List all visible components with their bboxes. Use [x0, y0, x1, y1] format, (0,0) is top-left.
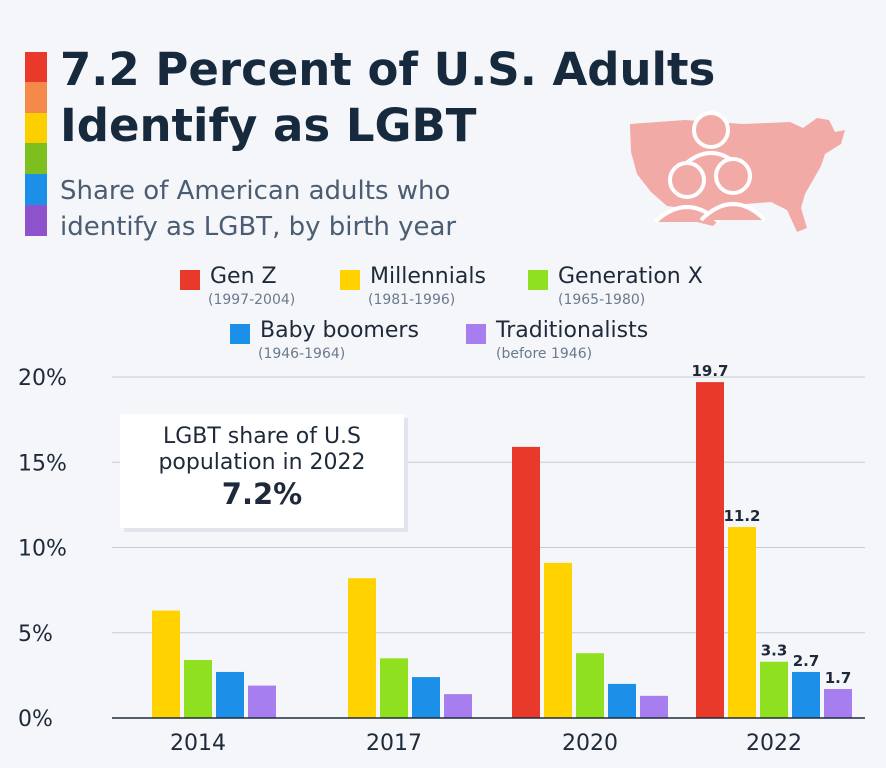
bar	[792, 671, 820, 718]
bar	[760, 661, 788, 718]
bar	[184, 660, 212, 718]
stripe-segment	[25, 205, 47, 236]
callout-line-2: population in 2022	[158, 450, 366, 475]
legend-swatch	[230, 324, 250, 344]
legend-swatch	[340, 270, 360, 290]
data-label: 11.2	[723, 507, 760, 525]
title-line-1: 7.2 Percent of U.S. Adults	[60, 43, 716, 96]
data-label: 2.7	[793, 652, 820, 670]
bar	[544, 562, 572, 718]
stripe-segment	[25, 174, 47, 205]
stripe-segment	[25, 143, 47, 174]
y-tick-label: 0%	[18, 707, 53, 732]
callout-box: LGBT share of U.S population in 2022 7.2…	[120, 414, 404, 528]
y-tick-label: 5%	[18, 622, 53, 647]
us-map-people-icon	[630, 111, 845, 232]
callout-value: 7.2%	[221, 477, 303, 511]
bar	[640, 695, 668, 718]
legend-range: (1997-2004)	[208, 292, 296, 308]
legend-label: Gen Z	[210, 264, 277, 289]
legend-label: Millennials	[370, 264, 486, 289]
stripe-segment	[25, 82, 47, 113]
title-line-2: Identify as LGBT	[60, 99, 477, 152]
data-label: 3.3	[761, 642, 788, 660]
bar	[152, 610, 180, 718]
bar	[512, 446, 540, 718]
legend-swatch	[466, 324, 486, 344]
bar	[248, 685, 276, 718]
bar	[824, 689, 852, 718]
x-tick-label: 2017	[366, 731, 422, 756]
legend-range: (before 1946)	[496, 346, 593, 362]
bar	[696, 382, 724, 718]
x-tick-label: 2014	[170, 731, 226, 756]
legend-label: Generation X	[558, 264, 703, 289]
y-tick-label: 15%	[18, 451, 67, 476]
bar	[380, 658, 408, 718]
callout-line-1: LGBT share of U.S	[162, 424, 362, 449]
stripe-segment	[25, 52, 47, 83]
bar	[728, 527, 756, 718]
bar	[608, 683, 636, 718]
legend-swatch	[180, 270, 200, 290]
subtitle-line-2: identify as LGBT, by birth year	[60, 212, 457, 242]
legend-label: Traditionalists	[496, 318, 649, 343]
data-label: 19.7	[691, 362, 728, 380]
y-tick-label: 10%	[18, 537, 67, 562]
y-tick-label: 20%	[18, 366, 67, 391]
page-title: 7.2 Percent of U.S. Adults Identify as L…	[60, 42, 715, 154]
bar	[576, 653, 604, 718]
x-tick-label: 2022	[746, 731, 802, 756]
legend-range: (1981-1996)	[368, 292, 456, 308]
x-tick-label: 2020	[562, 731, 618, 756]
data-label: 1.7	[825, 669, 852, 687]
page-subtitle: Share of American adults who identify as…	[60, 173, 456, 245]
bar	[348, 578, 376, 718]
legend-swatch	[528, 270, 548, 290]
subtitle-line-1: Share of American adults who	[60, 176, 451, 206]
legend-range: (1946-1964)	[258, 346, 346, 362]
legend-label: Baby boomers	[260, 318, 419, 343]
stripe-segment	[25, 113, 47, 144]
bar	[216, 671, 244, 718]
legend-range: (1965-1980)	[558, 292, 646, 308]
bar	[412, 677, 440, 718]
bar	[444, 694, 472, 718]
